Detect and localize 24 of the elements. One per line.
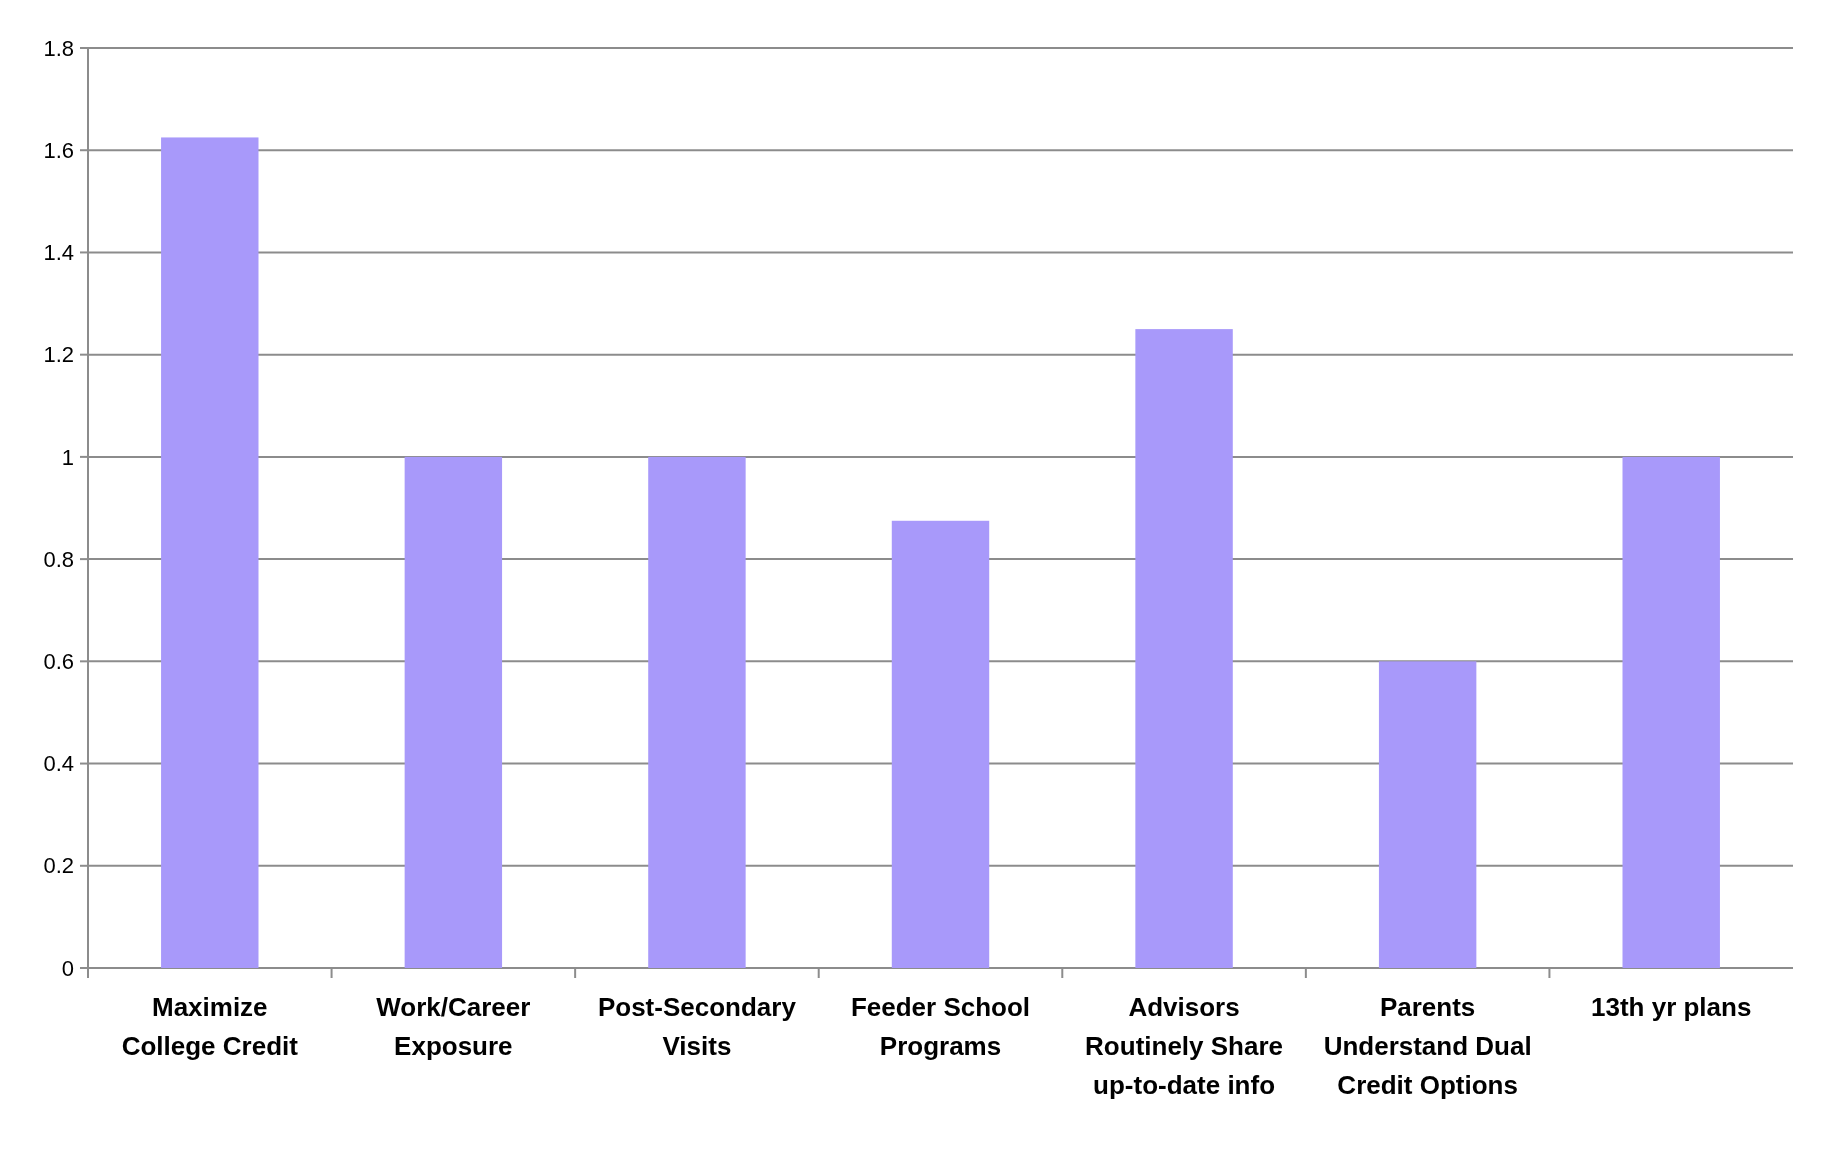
bar [404,456,503,968]
bar [891,520,990,968]
bar [1135,329,1233,968]
y-tick-label: 1.8 [43,35,74,61]
bar [648,456,746,968]
x-tick-label: Post-Secondary Visits [597,992,797,1061]
y-tick-label: 0.2 [43,853,74,879]
y-tick-label: 0.4 [43,751,74,777]
y-tick-label: 0.6 [43,649,74,675]
bar [161,137,259,968]
y-tick-label: 0.8 [43,546,74,572]
x-tick-label: Feeder School Programs [850,992,1031,1061]
x-tick-label: 13th yr plans [1591,992,1752,1022]
y-tick-label: 1.4 [43,240,74,266]
bar [1622,456,1720,968]
y-tick-label: 0 [61,955,74,981]
x-tick-label: Parents Understand Dual Credit Options [1323,992,1532,1100]
y-tick-label: 1.2 [43,342,74,368]
x-tick-label: Advisors Routinely Share up-to-date info [1085,992,1284,1100]
bar [1378,661,1477,968]
y-tick-label: 1 [61,444,74,470]
x-tick-label: Work/Career Exposure [376,992,531,1061]
y-tick-label: 1.6 [43,137,74,163]
x-tick-label: Maximize College Credit [121,992,299,1061]
